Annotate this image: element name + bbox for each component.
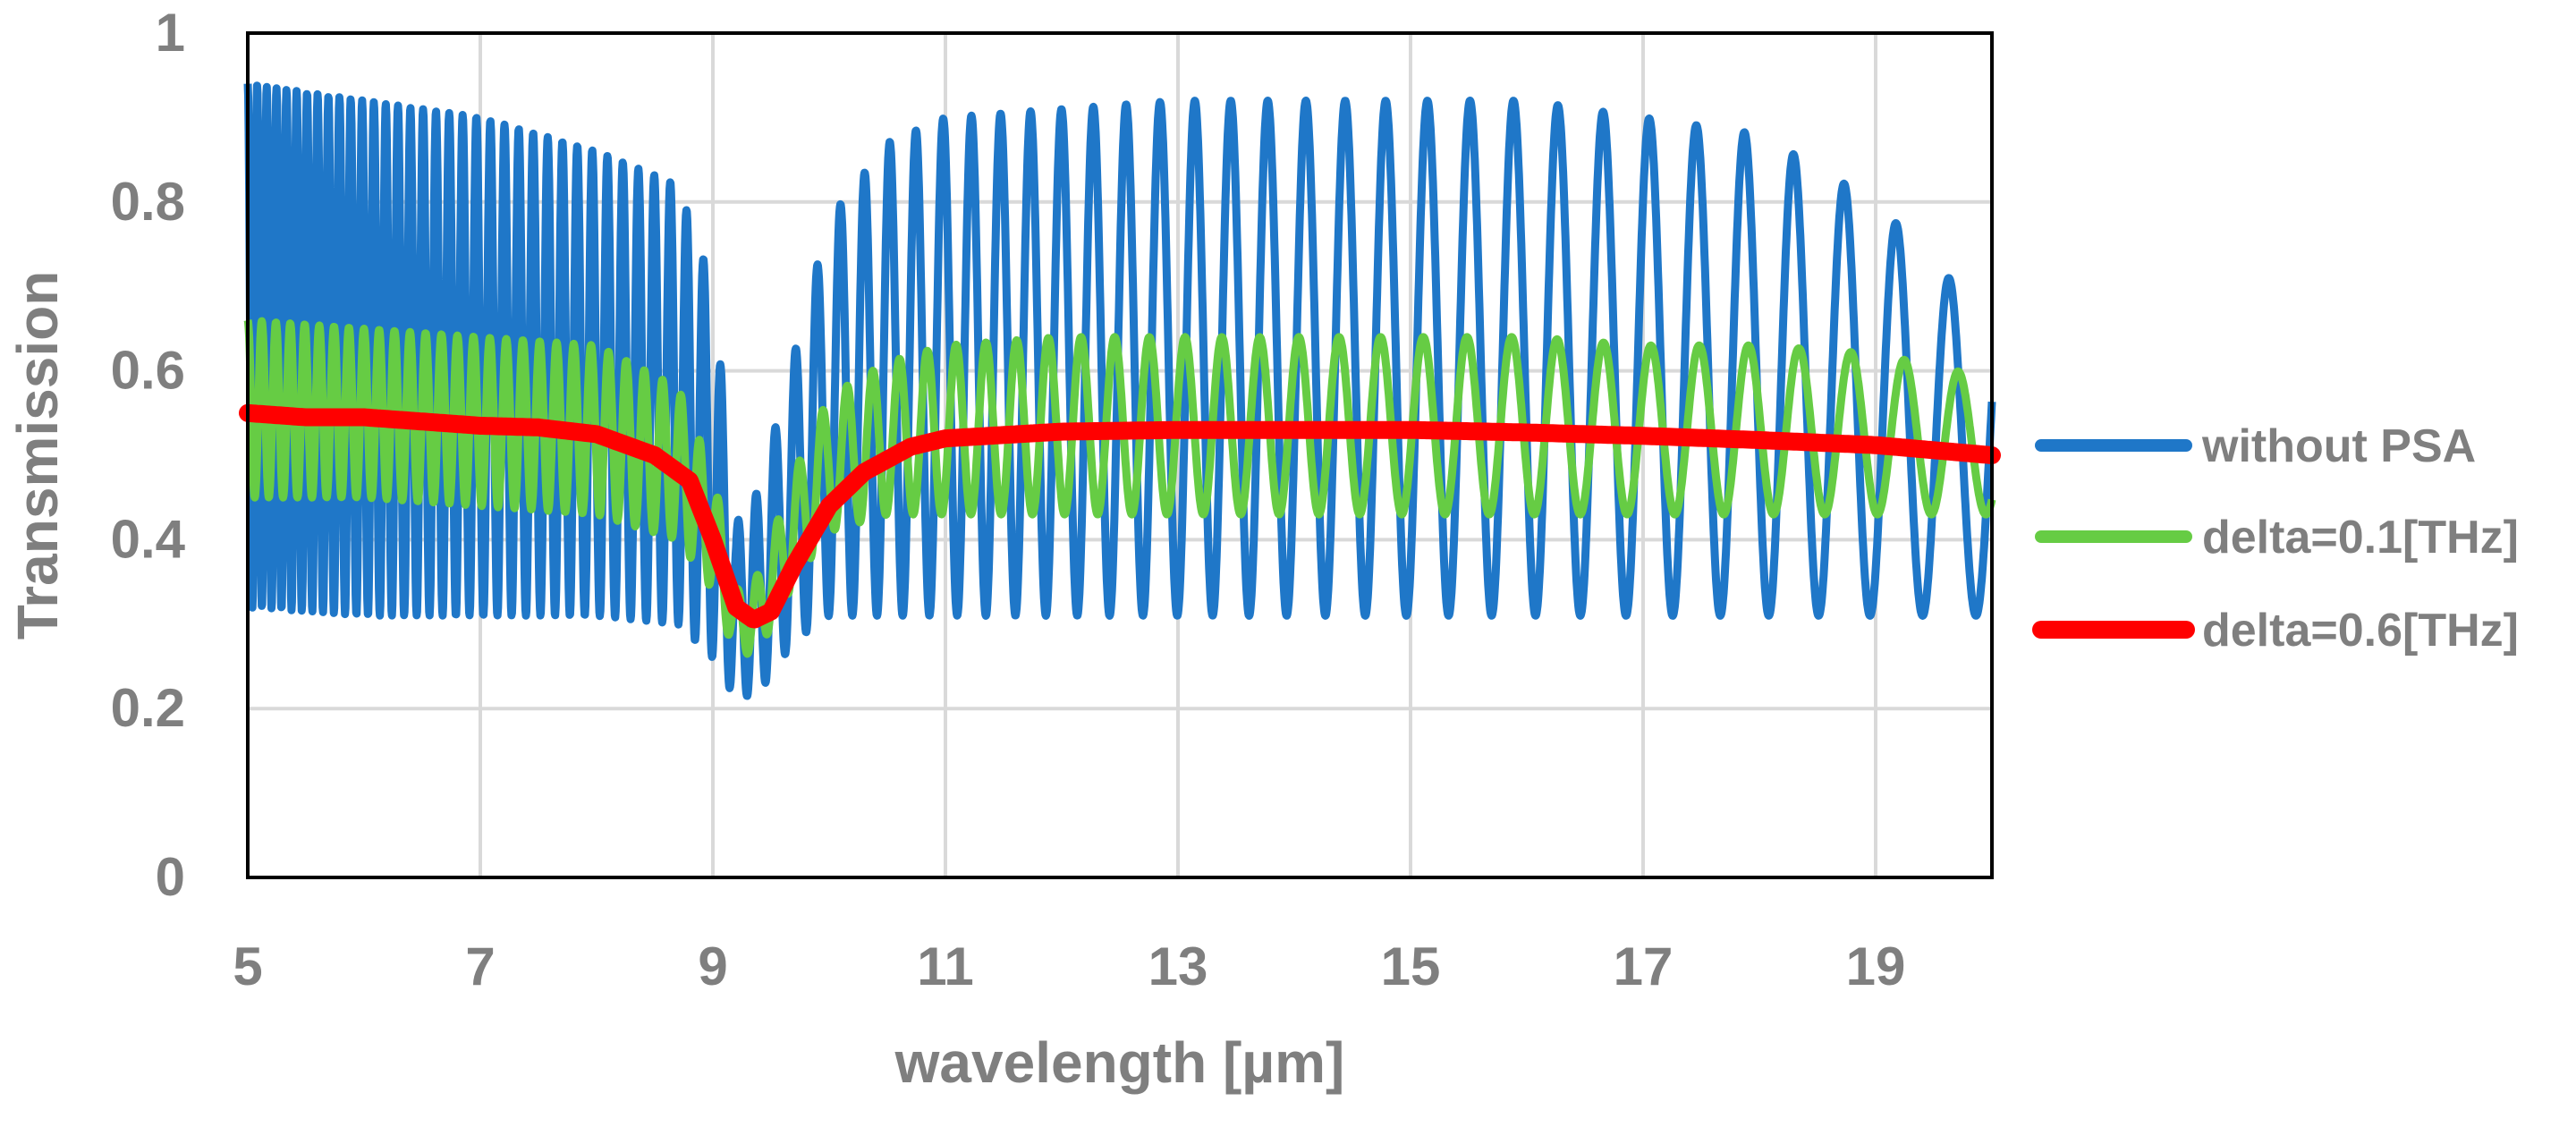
y-tick-label: 0.4 <box>111 509 186 569</box>
legend-label-without-psa: without PSA <box>2201 420 2476 472</box>
legend: without PSA delta=0.1[THz] delta=0.6[THz… <box>2032 420 2519 657</box>
x-tick-label: 15 <box>1381 936 1441 996</box>
y-tick-label: 1 <box>156 3 185 63</box>
tick-labels: 5 7 9 11 13 15 17 19 0 0.2 0.4 0.6 0.8 1 <box>111 3 1906 996</box>
x-tick-label: 17 <box>1614 936 1674 996</box>
y-tick-label: 0.6 <box>111 341 185 401</box>
x-tick-label: 11 <box>917 936 973 996</box>
x-tick-label: 9 <box>698 936 727 996</box>
x-tick-label: 13 <box>1148 936 1208 996</box>
y-tick-label: 0.2 <box>111 678 185 738</box>
y-tick-label: 0 <box>156 847 185 907</box>
series-line-without-psa <box>243 81 1996 700</box>
x-tick-label: 7 <box>465 936 495 996</box>
legend-label-delta-0-6: delta=0.6[THz] <box>2202 605 2519 657</box>
series-line-delta-0-6 <box>239 403 2001 629</box>
series-lines <box>239 81 2001 700</box>
x-axis-title: wavelength [µm] <box>894 1030 1345 1095</box>
plot-area-frame <box>246 31 1994 879</box>
x-tick-label: 5 <box>233 936 262 996</box>
y-axis-title: Transmission <box>5 271 70 640</box>
series-line-delta-0-1 <box>243 317 1996 658</box>
legend-label-delta-0-1: delta=0.1[THz] <box>2202 512 2519 564</box>
y-tick-label: 0.8 <box>111 172 185 232</box>
x-tick-label: 19 <box>1846 936 1906 996</box>
